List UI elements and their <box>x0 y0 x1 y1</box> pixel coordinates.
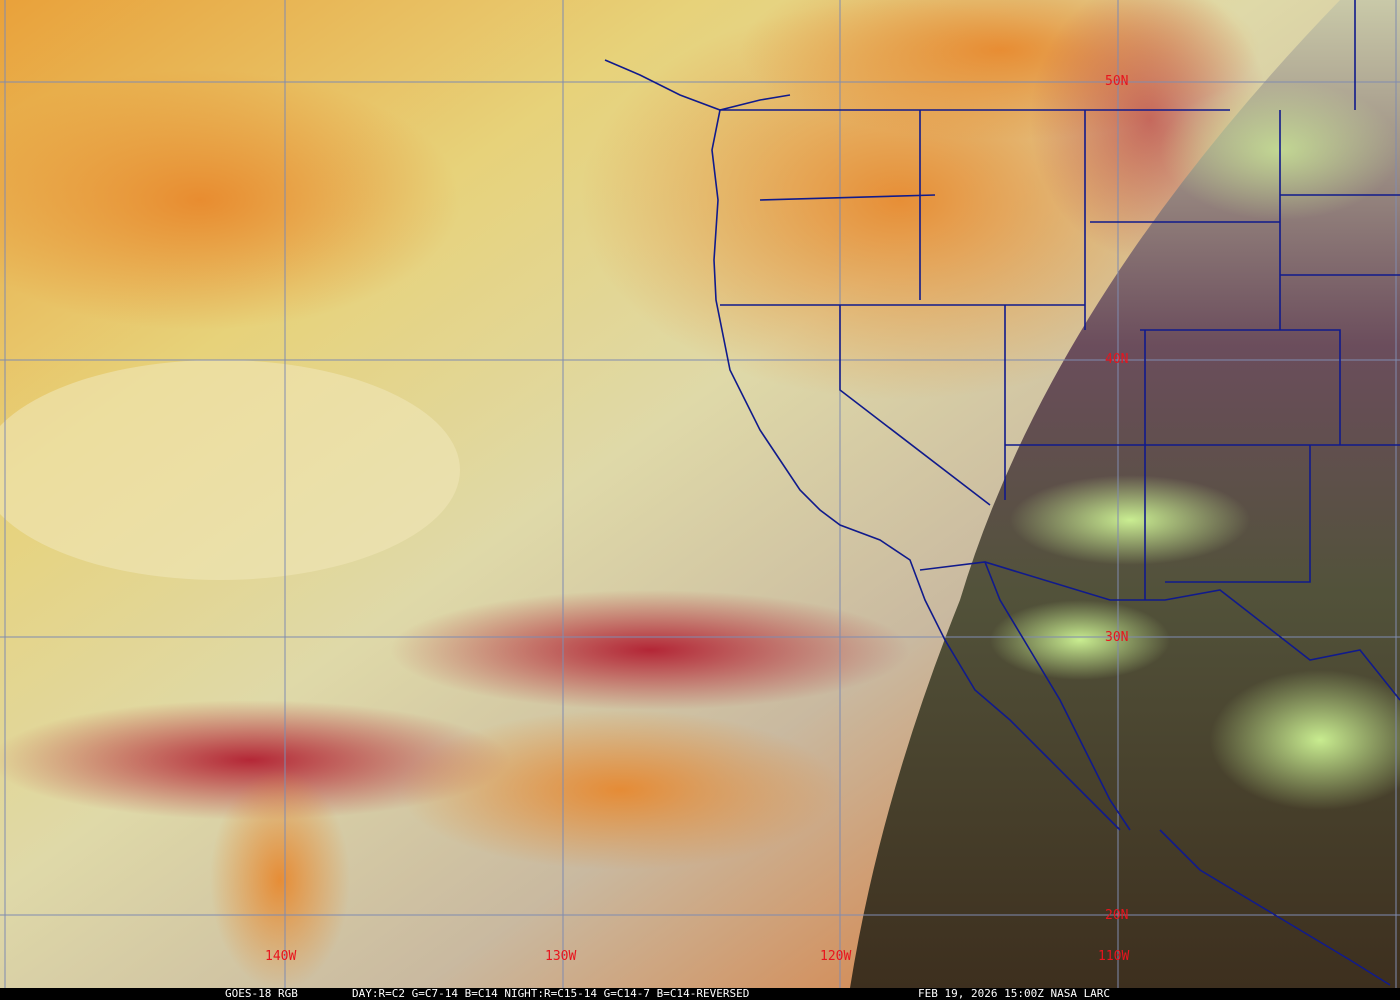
lat-labels: 50N 40N 30N 20N <box>1105 74 1128 923</box>
cloud-band <box>400 710 840 870</box>
cloud-band <box>0 700 510 820</box>
coastlines-borders <box>604 0 1400 986</box>
cloud-mass <box>1010 475 1250 565</box>
lat-label-30n: 30N <box>1105 630 1128 645</box>
image-caption: GOES-18 RGB DAY:R=C2 G=C7-14 B=C14 NIGHT… <box>0 988 1400 1000</box>
cloud-mass <box>1210 670 1400 810</box>
lon-labels: 140W 130W 120W 110W <box>265 949 1129 964</box>
cloud-mass <box>0 70 460 330</box>
lon-label-110w: 110W <box>1098 949 1129 964</box>
caption-bands: DAY:R=C2 G=C7-14 B=C14 NIGHT:R=C15-14 G=… <box>352 987 750 1000</box>
lat-label-20n: 20N <box>1105 908 1128 923</box>
lat-label-50n: 50N <box>1105 74 1128 89</box>
cloud-mass <box>990 600 1170 680</box>
lat-label-40n: 40N <box>1105 352 1128 367</box>
caption-timestamp: FEB 19, 2026 15:00Z NASA LARC <box>918 987 1111 1000</box>
lon-label-140w: 140W <box>265 949 296 964</box>
caption-satellite: GOES-18 RGB <box>225 987 298 1000</box>
lon-label-120w: 120W <box>820 949 851 964</box>
lon-label-130w: 130W <box>545 949 576 964</box>
cloud-band <box>390 590 910 710</box>
cloud-band <box>210 770 350 988</box>
cloud-mass <box>0 360 460 580</box>
